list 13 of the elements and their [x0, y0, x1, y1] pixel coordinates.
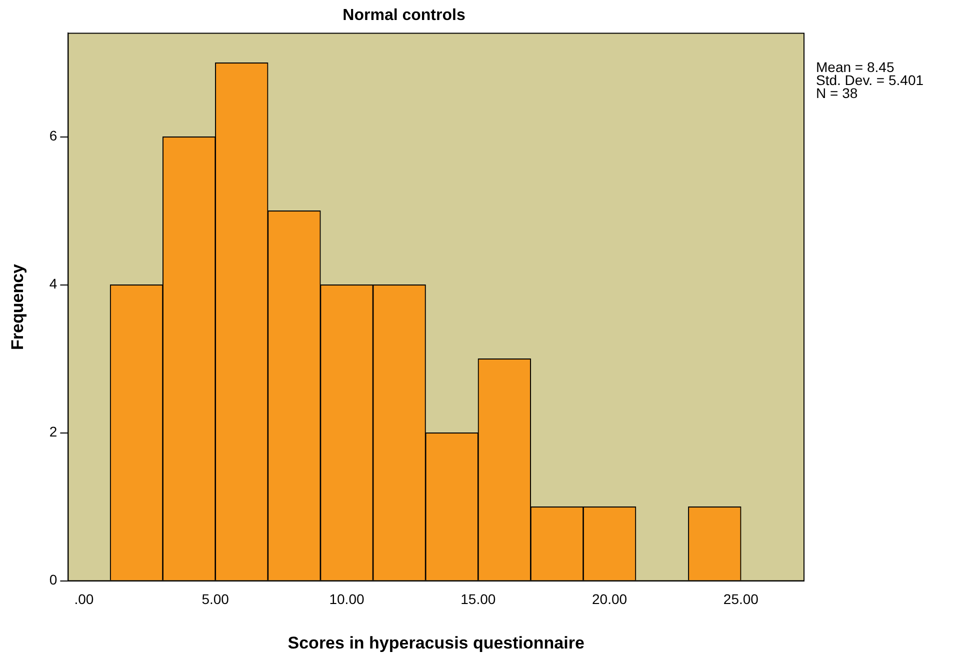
y-axis-title: Frequency	[8, 263, 27, 350]
y-tick-label: 4	[49, 276, 58, 292]
x-axis-title: Scores in hyperacusis questionnaire	[288, 633, 584, 652]
x-tick-label: 15.00	[460, 591, 496, 608]
x-tick-label: 10.00	[329, 591, 364, 608]
y-tick-label: 6	[49, 128, 58, 144]
y-tick-label: 2	[49, 424, 58, 440]
x-tick-label: 5.00	[202, 591, 230, 608]
chart-title: Normal controls	[342, 7, 466, 24]
x-tick-label: 25.00	[723, 591, 759, 608]
x-tick-label: .00	[74, 591, 94, 608]
y-tick-label: 0	[49, 572, 58, 588]
x-tick-label: 20.00	[592, 591, 628, 608]
